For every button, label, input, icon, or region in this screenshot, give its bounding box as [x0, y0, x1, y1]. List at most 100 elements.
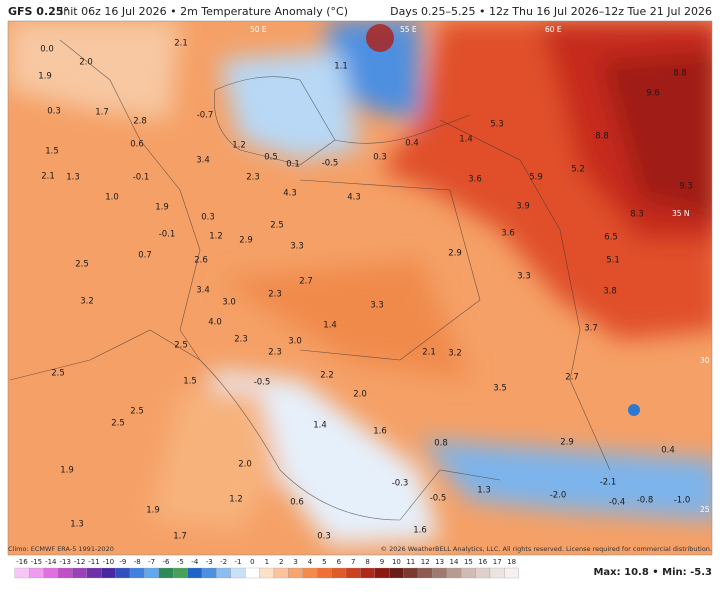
colorbar-label: -15 [31, 558, 42, 566]
copyright: © 2026 WeatherBELL Analytics, LLC. All r… [381, 545, 712, 553]
colorbar-label: 0 [250, 558, 254, 566]
anomaly-label: 2.5 [270, 221, 284, 231]
colorbar-label: 10 [392, 558, 401, 566]
colorbar-label: -8 [134, 558, 141, 566]
anomaly-label: 1.0 [105, 193, 119, 203]
colorbar-cell [259, 567, 275, 579]
colorbar-cell [475, 567, 491, 579]
anomaly-label: -2.0 [550, 491, 567, 501]
anomaly-label: 8.8 [595, 132, 609, 142]
anomaly-label: 8.3 [630, 210, 644, 220]
anomaly-label: 3.5 [493, 384, 507, 394]
anomaly-label: -0.3 [392, 479, 409, 489]
colorbar-cell [144, 567, 159, 579]
colorbar-cell [245, 567, 260, 579]
geo-label: 55 E [400, 25, 417, 34]
anomaly-label: 5.2 [571, 165, 585, 175]
anomaly-label: 2.3 [268, 290, 282, 300]
climo-note: Climo: ECMWF ERA-5 1991-2020 [8, 545, 114, 553]
colorbar-label: -9 [119, 558, 126, 566]
anomaly-label: 0.8 [434, 439, 448, 449]
colorbar-cell [201, 567, 217, 579]
model-label: GFS 0.25° [8, 5, 69, 18]
anomaly-label: 1.4 [323, 321, 337, 331]
colorbar-label: 5 [322, 558, 326, 566]
anomaly-label: 0.6 [130, 140, 144, 150]
colorbar-cell [86, 567, 102, 579]
anomaly-label: 1.1 [334, 62, 348, 72]
anomaly-label: 1.7 [173, 532, 187, 542]
colorbar-cell [273, 567, 289, 579]
colorbar-label: 8 [365, 558, 369, 566]
anomaly-label: 4.0 [208, 318, 222, 328]
anomaly-label: 0.4 [661, 446, 675, 456]
anomaly-label: 2.5 [130, 407, 144, 417]
anomaly-label: 2.5 [174, 341, 188, 351]
anomaly-label: 1.5 [183, 377, 197, 387]
anomaly-label: 1.3 [477, 486, 491, 496]
anomaly-label: 2.0 [353, 390, 367, 400]
anomaly-label: 5.1 [606, 256, 620, 266]
anomaly-label: 3.4 [196, 156, 210, 166]
anomaly-label: 1.9 [146, 506, 160, 516]
colorbar-label: 17 [493, 558, 502, 566]
anomaly-label: 1.9 [60, 466, 74, 476]
anomaly-label: 1.7 [95, 108, 109, 118]
colorbar-cell [461, 567, 476, 579]
anomaly-label: 3.0 [288, 337, 302, 347]
colorbar-cell [331, 567, 347, 579]
anomaly-label: 0.1 [286, 160, 300, 170]
anomaly-label: 5.9 [529, 173, 543, 183]
anomaly-label: 3.3 [370, 301, 384, 311]
colorbar-label: 2 [279, 558, 283, 566]
colorbar-cell [29, 567, 44, 579]
anomaly-label: 1.4 [459, 135, 473, 145]
colorbar-cell [302, 567, 318, 579]
borders [9, 39, 611, 521]
geo-label: 25 N [700, 505, 718, 514]
anomaly-label: 3.7 [584, 324, 598, 334]
anomaly-label: 2.2 [320, 371, 334, 381]
colorbar-cell [446, 567, 462, 579]
anomaly-label: 3.4 [196, 286, 210, 296]
anomaly-label: 9.6 [646, 89, 660, 99]
anomaly-label: 5.3 [490, 120, 504, 130]
anomaly-label: 0.3 [201, 213, 215, 223]
period-label: Days 0.25–5.25 • 12z Thu 16 Jul 2026–12z… [390, 5, 712, 18]
colorbar-label: -1 [235, 558, 242, 566]
colorbar-label: -12 [74, 558, 85, 566]
anomaly-label: 2.5 [75, 260, 89, 270]
anomaly-label: -0.1 [133, 173, 150, 183]
colorbar-cell [389, 567, 404, 579]
colorbar-label: 13 [435, 558, 444, 566]
colorbar-cell [57, 567, 73, 579]
anomaly-label: 2.3 [234, 335, 248, 345]
anomaly-label: 2.1 [422, 348, 436, 358]
anomaly-label: 3.3 [290, 242, 304, 252]
anomaly-label: 0.3 [47, 107, 61, 117]
anomaly-label: -0.5 [254, 378, 271, 388]
anomaly-label: 1.3 [70, 520, 84, 530]
anomaly-label: 6.5 [604, 233, 618, 243]
anomaly-label: 2.7 [299, 277, 313, 287]
colorbar-cell [360, 567, 375, 579]
colorbar-label: 7 [351, 558, 355, 566]
colorbar-label: -11 [88, 558, 99, 566]
anomaly-label: 1.5 [45, 147, 59, 157]
anomaly-label: 2.6 [194, 256, 208, 266]
colorbar-label: 14 [450, 558, 459, 566]
map-field [8, 21, 712, 555]
anomaly-label: 1.6 [373, 427, 387, 437]
anomaly-label: -0.5 [430, 494, 447, 504]
colorbar-cell [403, 567, 419, 579]
colorbar-cell [129, 567, 145, 579]
extremes: Max: 10.8 • Min: -5.3 [593, 567, 712, 578]
colorbar-label: -16 [16, 558, 28, 566]
colorbar-cell [115, 567, 131, 579]
colorbar-cell [374, 567, 390, 579]
colorbar-label: 3 [293, 558, 297, 566]
anomaly-label: 1.9 [155, 203, 169, 213]
anomaly-label: 1.4 [313, 421, 327, 431]
colorbar-cell [230, 567, 246, 579]
anomaly-label: 0.6 [290, 498, 304, 508]
